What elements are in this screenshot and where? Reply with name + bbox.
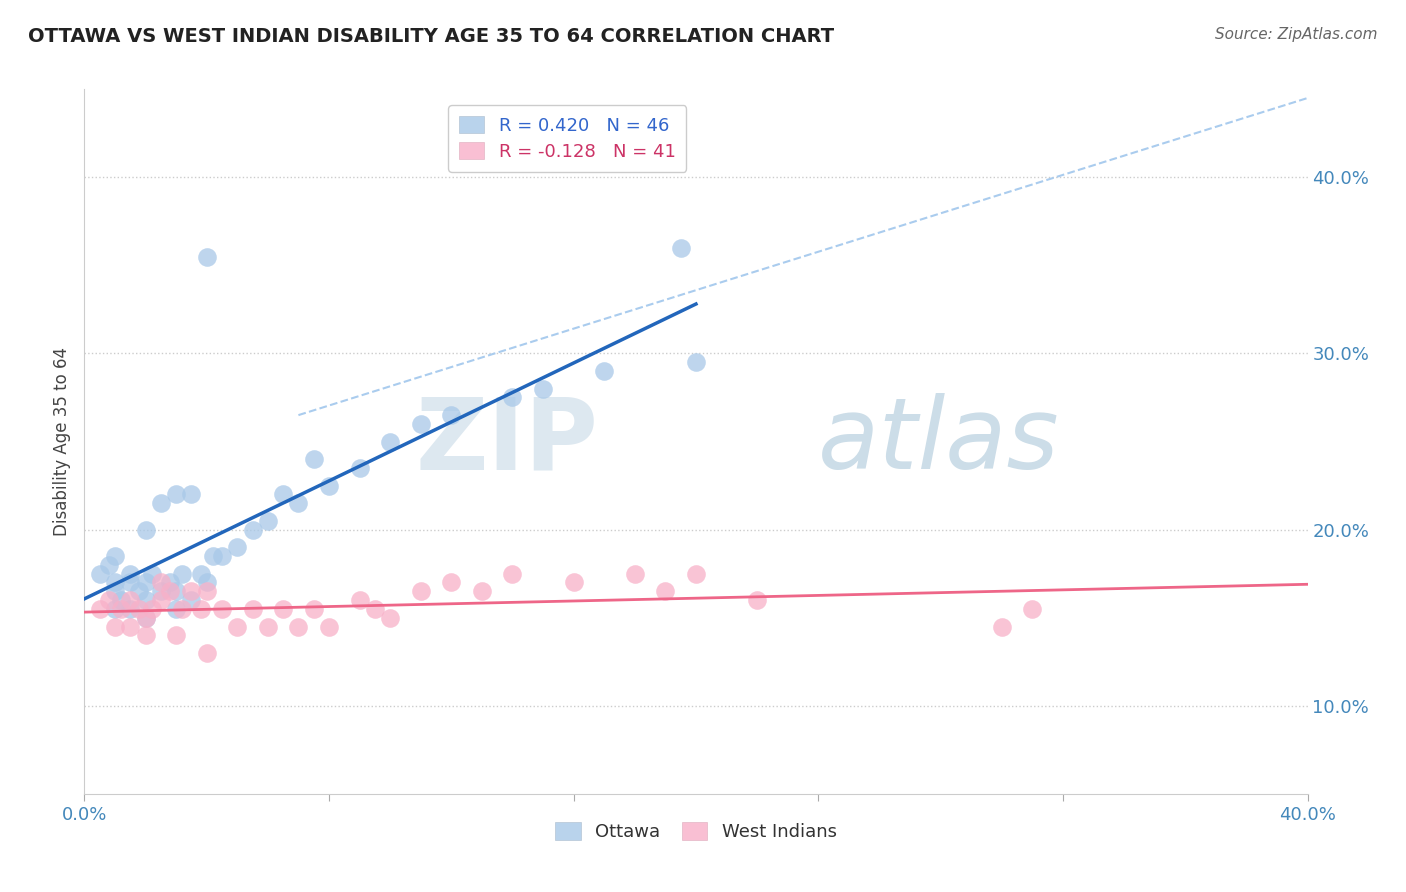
Point	[257, 514, 280, 528]
Point	[593, 364, 616, 378]
Point	[172, 602, 194, 616]
Point	[654, 584, 676, 599]
Legend: Ottawa, West Indians: Ottawa, West Indians	[548, 815, 844, 848]
Point	[149, 593, 172, 607]
Point	[120, 593, 142, 607]
Point	[165, 487, 187, 501]
Point	[349, 593, 371, 607]
Point	[242, 523, 264, 537]
Point	[89, 602, 111, 616]
Point	[128, 602, 150, 616]
Point	[440, 408, 463, 422]
Point	[141, 602, 163, 616]
Point	[624, 566, 647, 581]
Point	[195, 250, 218, 264]
Point	[195, 646, 218, 660]
Point	[110, 593, 132, 607]
Point	[271, 602, 294, 616]
Point	[190, 602, 212, 616]
Point	[135, 575, 157, 590]
Point	[110, 602, 132, 616]
Point	[685, 355, 707, 369]
Point	[211, 602, 233, 616]
Point	[149, 575, 172, 590]
Point	[180, 584, 202, 599]
Point	[89, 566, 111, 581]
Point	[190, 566, 212, 581]
Point	[226, 540, 249, 554]
Point	[380, 434, 402, 449]
Point	[141, 566, 163, 581]
Point	[165, 602, 187, 616]
Point	[201, 549, 224, 563]
Point	[409, 584, 432, 599]
Point	[271, 487, 294, 501]
Point	[172, 566, 194, 581]
Point	[502, 566, 524, 581]
Text: atlas: atlas	[818, 393, 1060, 490]
Point	[364, 602, 387, 616]
Point	[180, 593, 202, 607]
Point	[135, 523, 157, 537]
Point	[97, 558, 120, 572]
Point	[287, 496, 309, 510]
Point	[104, 575, 127, 590]
Text: Source: ZipAtlas.com: Source: ZipAtlas.com	[1215, 27, 1378, 42]
Point	[120, 575, 142, 590]
Point	[135, 610, 157, 624]
Point	[685, 566, 707, 581]
Point	[471, 584, 494, 599]
Y-axis label: Disability Age 35 to 64: Disability Age 35 to 64	[53, 347, 72, 536]
Point	[159, 584, 181, 599]
Point	[104, 549, 127, 563]
Point	[302, 602, 325, 616]
Point	[531, 382, 554, 396]
Point	[120, 602, 142, 616]
Point	[318, 619, 340, 633]
Point	[104, 619, 127, 633]
Point	[135, 610, 157, 624]
Point	[1021, 602, 1043, 616]
Point	[120, 619, 142, 633]
Point	[149, 496, 172, 510]
Point	[149, 584, 172, 599]
Point	[409, 417, 432, 431]
Point	[440, 575, 463, 590]
Point	[180, 487, 202, 501]
Point	[991, 619, 1014, 633]
Point	[287, 619, 309, 633]
Text: OTTAWA VS WEST INDIAN DISABILITY AGE 35 TO 64 CORRELATION CHART: OTTAWA VS WEST INDIAN DISABILITY AGE 35 …	[28, 27, 834, 45]
Point	[349, 461, 371, 475]
Point	[562, 575, 585, 590]
Point	[159, 575, 181, 590]
Point	[97, 593, 120, 607]
Point	[120, 566, 142, 581]
Point	[195, 584, 218, 599]
Text: ZIP: ZIP	[415, 393, 598, 490]
Point	[380, 610, 402, 624]
Point	[318, 478, 340, 492]
Point	[302, 452, 325, 467]
Point	[226, 619, 249, 633]
Point	[502, 391, 524, 405]
Point	[242, 602, 264, 616]
Point	[195, 575, 218, 590]
Point	[135, 593, 157, 607]
Point	[669, 241, 692, 255]
Point	[135, 628, 157, 642]
Point	[128, 584, 150, 599]
Point	[165, 584, 187, 599]
Point	[211, 549, 233, 563]
Point	[257, 619, 280, 633]
Point	[104, 602, 127, 616]
Point	[104, 584, 127, 599]
Point	[165, 628, 187, 642]
Point	[747, 593, 769, 607]
